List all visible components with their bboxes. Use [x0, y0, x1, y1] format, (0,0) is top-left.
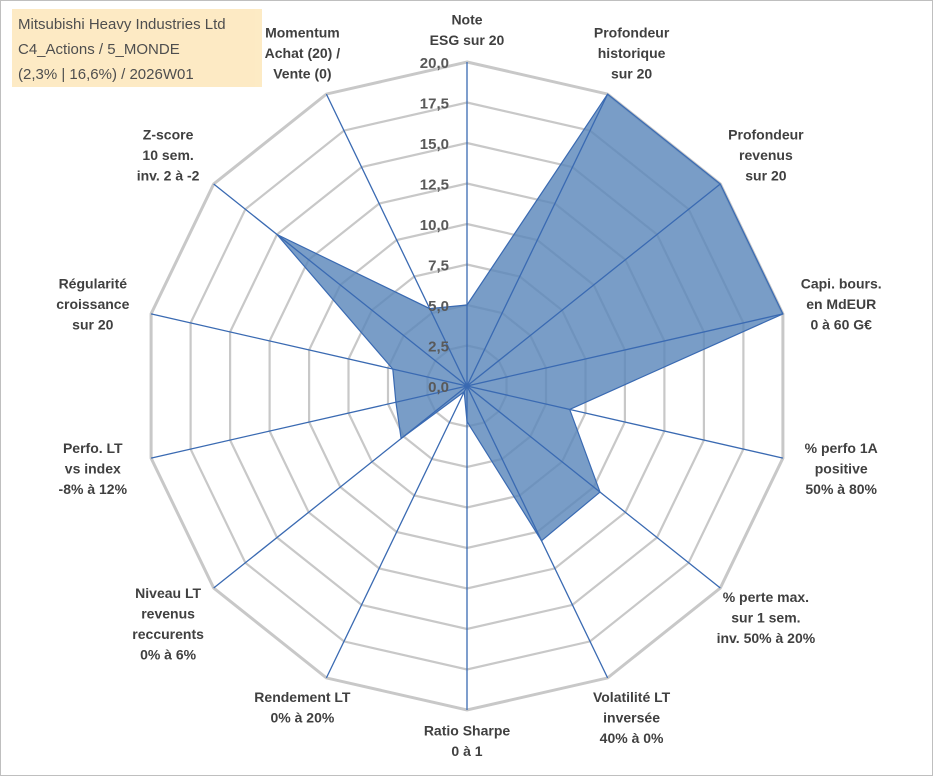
radial-tick-labels: 0,0 2,5 5,0 7,5 10,0 12,5 15,0 17,5 20,0 [420, 55, 449, 396]
axis-label-line: reccurents [132, 626, 204, 642]
axis-line [150, 385, 468, 459]
tick-label: 5,0 [428, 298, 449, 315]
axis-label-line: 40% à 0% [600, 730, 664, 746]
tick-label: 12,5 [420, 177, 449, 194]
axis-label-line: -8% à 12% [59, 481, 128, 497]
tick-label: 17,5 [420, 96, 449, 113]
axis-label: Perfo. LT vs index -8% à 12% [59, 440, 128, 497]
axis-label: Note ESG sur 20 [430, 12, 505, 49]
axis-label-line: Ratio Sharpe [424, 723, 511, 739]
axis-label-line: Achat (20) / [265, 45, 341, 61]
axis-label: % perte max. sur 1 sem. inv. 50% à 20% [717, 589, 816, 646]
tick-label: 20,0 [420, 55, 449, 72]
axis-label: Ratio Sharpe 0 à 1 [424, 723, 511, 760]
axis-label: Capi. bours. en MdEUR 0 à 60 G€ [801, 275, 882, 332]
axis-line [213, 183, 468, 387]
axis-label-line: vs index [65, 461, 121, 477]
axis-label-line: Profondeur [728, 127, 804, 143]
axis-label: Profondeur revenus sur 20 [728, 127, 804, 184]
axis-label-line: sur 1 sem. [731, 609, 800, 625]
axis-label-line: inv. 2 à -2 [137, 168, 200, 184]
axis-label: Volatilité LT inversée 40% à 0% [593, 689, 671, 746]
title-stats: (2,3% | 16,6%) / 2026W01 [18, 66, 194, 83]
tick-label: 10,0 [420, 217, 449, 234]
axis-label-line: sur 20 [72, 316, 113, 332]
axis-label: Momentum Achat (20) / Vente (0) [265, 25, 341, 82]
axis-label-line: positive [815, 461, 868, 477]
axis-label-line: en MdEUR [806, 296, 876, 312]
axis-label-line: sur 20 [611, 66, 652, 82]
axis-line [466, 93, 609, 387]
axis-label-line: 50% à 80% [805, 481, 877, 497]
axis-label-line: inversée [603, 709, 660, 725]
axis-label-line: Rendement LT [254, 689, 351, 705]
series-area [276, 93, 784, 542]
axis-label-line: Z-score [143, 127, 194, 143]
axis-line [325, 385, 468, 679]
axis-label: Rendement LT 0% à 20% [254, 689, 351, 726]
tick-label: 2,5 [428, 339, 449, 356]
title-category: C4_Actions / 5_MONDE [18, 41, 180, 58]
axis-label: % perfo 1A positive 50% à 80% [805, 440, 878, 497]
axis-label-line: 10 sem. [142, 147, 193, 163]
axis-label-line: 0% à 6% [140, 647, 197, 663]
tick-label: 7,5 [428, 258, 449, 275]
axis-label-line: croissance [56, 296, 129, 312]
axis-label-line: revenus [739, 147, 793, 163]
axis-label-line: sur 20 [745, 168, 786, 184]
axis-label: Z-score 10 sem. inv. 2 à -2 [137, 127, 200, 184]
axis-label-line: % perte max. [723, 589, 809, 605]
axis-label-line: % perfo 1A [805, 440, 878, 456]
axis-label-line: Vente (0) [273, 66, 331, 82]
axis-label-line: 0 à 60 G€ [810, 316, 872, 332]
axis-line [466, 385, 609, 679]
axis-label-line: Volatilité LT [593, 689, 671, 705]
axis-lines [150, 62, 784, 710]
axis-line [466, 313, 784, 387]
axis-line [325, 93, 468, 387]
axis-label-line: Niveau LT [135, 585, 201, 601]
axis-line [466, 385, 784, 459]
axis-label-line: inv. 50% à 20% [717, 630, 816, 646]
title-company: Mitsubishi Heavy Industries Ltd [18, 16, 226, 33]
axis-line [213, 385, 468, 589]
axis-line [466, 183, 721, 387]
axis-label-line: Capi. bours. [801, 275, 882, 291]
axis-label-line: Perfo. LT [63, 440, 123, 456]
tick-label: 0,0 [428, 379, 449, 396]
axis-label-line: 0 à 1 [451, 743, 482, 759]
axis-label-line: revenus [141, 606, 195, 622]
axis-label-line: Note [451, 12, 482, 28]
axis-label-line: Régularité [59, 275, 128, 291]
axis-label-line: Profondeur [594, 25, 670, 41]
axis-labels: Note ESG sur 20 Profondeur historique sur 20… [56, 12, 881, 760]
axis-line [466, 385, 721, 589]
axis-label-line: Momentum [265, 25, 340, 41]
axis-line [150, 313, 468, 387]
axis-label-line: 0% à 20% [270, 709, 334, 725]
series [276, 93, 784, 542]
axis-label-line: ESG sur 20 [430, 32, 505, 48]
tick-label: 15,0 [420, 136, 449, 153]
axis-label-line: historique [598, 45, 666, 61]
axis-label: Régularité croissance sur 20 [56, 275, 129, 332]
axis-label: Profondeur historique sur 20 [594, 25, 670, 82]
title-box: Mitsubishi Heavy Industries Ltd C4_Actio… [12, 9, 262, 87]
axis-label: Niveau LT revenus reccurents 0% à 6% [132, 585, 204, 663]
